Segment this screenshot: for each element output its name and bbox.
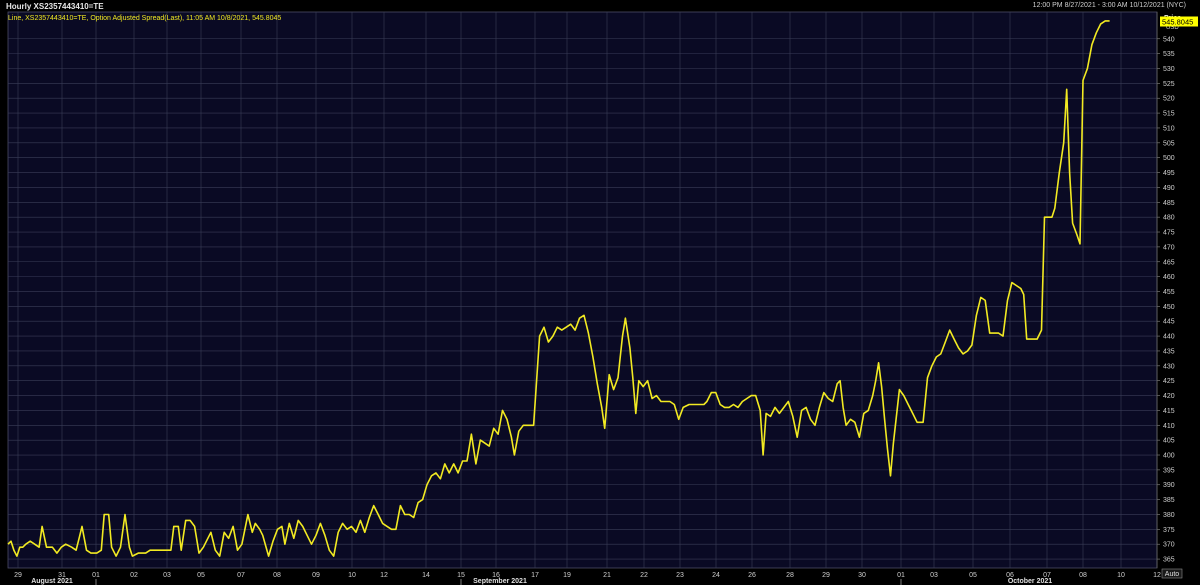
y-tick-label: 380: [1163, 512, 1175, 519]
x-tick-label: 22: [640, 572, 648, 579]
y-tick-label: 385: [1163, 497, 1175, 504]
y-tick-label: 440: [1163, 334, 1175, 341]
y-tick-label: 370: [1163, 542, 1175, 549]
x-tick-label: 07: [1043, 572, 1051, 579]
y-tick-label: 455: [1163, 289, 1175, 296]
x-tick-label: 31: [58, 572, 66, 579]
y-tick-label: 420: [1163, 393, 1175, 400]
y-tick-label: 490: [1163, 185, 1175, 192]
y-tick-label: 525: [1163, 81, 1175, 88]
x-tick-label: 07: [237, 572, 245, 579]
last-value-marker: 545.8045: [1160, 16, 1198, 27]
y-tick-label: 365: [1163, 557, 1175, 564]
y-tick-label: 530: [1163, 66, 1175, 73]
x-tick-label: 02: [130, 572, 138, 579]
x-tick-label: 03: [930, 572, 938, 579]
y-tick-label: 505: [1163, 140, 1175, 147]
auto-button-label[interactable]: Auto: [1165, 571, 1180, 578]
y-tick-label: 470: [1163, 244, 1175, 251]
title-bar: Hourly XS2357443410=TE 12:00 PM 8/27/202…: [0, 0, 1200, 13]
y-tick-label: 540: [1163, 36, 1175, 43]
x-tick-label: 26: [748, 572, 756, 579]
series-layer: [7, 20, 1110, 557]
month-label: September 2021: [473, 578, 527, 585]
y-tick-label: 460: [1163, 274, 1175, 281]
x-tick-label: 01: [897, 572, 905, 579]
x-tick-label: 01: [92, 572, 100, 579]
x-tick-label: 09: [312, 572, 320, 579]
axes: 365 370 375 380 385 390 395 400 405 410 415 420 425 4…: [14, 12, 1175, 585]
y-tick-label: 510: [1163, 125, 1175, 132]
x-tick-label: 17: [531, 572, 539, 579]
y-tick-label: 480: [1163, 215, 1175, 222]
x-tick-label: 28: [786, 572, 794, 579]
x-tick-label: 15: [457, 572, 465, 579]
y-tick-label: 520: [1163, 96, 1175, 103]
date-range: 12:00 PM 8/27/2021 - 3:00 AM 10/12/2021 …: [1032, 2, 1186, 9]
auto-button-frame[interactable]: [1161, 568, 1183, 579]
x-tick-label: 23: [676, 572, 684, 579]
y-tick-label: 395: [1163, 467, 1175, 474]
plot-area: [7, 11, 1158, 569]
x-tick-label: 19: [563, 572, 571, 579]
x-tick-label: 30: [858, 572, 866, 579]
chart-title: Hourly XS2357443410=TE: [6, 2, 104, 11]
y-tick-label: 450: [1163, 304, 1175, 311]
y-tick-label: 390: [1163, 482, 1175, 489]
month-label: August 2021: [31, 578, 73, 585]
x-tick-label: 05: [197, 572, 205, 579]
y-tick-label: 485: [1163, 200, 1175, 207]
last-value-text: 545.8045: [1162, 18, 1193, 27]
month-label: October 2021: [1008, 578, 1052, 585]
auto-scale-button[interactable]: Auto: [1161, 568, 1183, 579]
y-tick-label: 495: [1163, 170, 1175, 177]
x-tick-label: 10: [1117, 572, 1125, 579]
y-tick-label: 375: [1163, 527, 1175, 534]
x-tick-label: 03: [163, 572, 171, 579]
last-value-badge: [1160, 16, 1198, 27]
y-tick-label: 425: [1163, 378, 1175, 385]
y-tick-label: 400: [1163, 453, 1175, 460]
y-tick-label: 415: [1163, 408, 1175, 415]
y-tick-label: 435: [1163, 348, 1175, 355]
y-tick-label: 475: [1163, 230, 1175, 237]
x-tick-label: 08: [1079, 572, 1087, 579]
y-axis-unit: USD: [1166, 25, 1179, 31]
x-tick-label: 12: [1153, 572, 1161, 579]
x-tick-label: 10: [348, 572, 356, 579]
y-tick-label: 535: [1163, 51, 1175, 58]
x-tick-label: 14: [422, 572, 430, 579]
x-tick-label: 12: [380, 572, 388, 579]
x-tick-label: 16: [492, 572, 500, 579]
x-tick-label: 06: [1006, 572, 1014, 579]
y-tick-label: 405: [1163, 438, 1175, 445]
x-tick-label: 24: [712, 572, 720, 579]
x-tick-label: 08: [273, 572, 281, 579]
x-tick-label: 05: [969, 572, 977, 579]
y-tick-label: 410: [1163, 423, 1175, 430]
x-tick-label: 21: [603, 572, 611, 579]
y-tick-label: 515: [1163, 111, 1175, 118]
y-tick-label: 500: [1163, 155, 1175, 162]
x-tick-label: 29: [822, 572, 830, 579]
series-line[interactable]: [7, 20, 1110, 557]
y-tick-label: 465: [1163, 259, 1175, 266]
x-tick-label: 29: [14, 572, 22, 579]
y-tick-label: 445: [1163, 319, 1175, 326]
y-tick-label: 430: [1163, 363, 1175, 370]
legend-text: Line, XS2357443410=TE, Option Adjusted S…: [8, 15, 281, 22]
